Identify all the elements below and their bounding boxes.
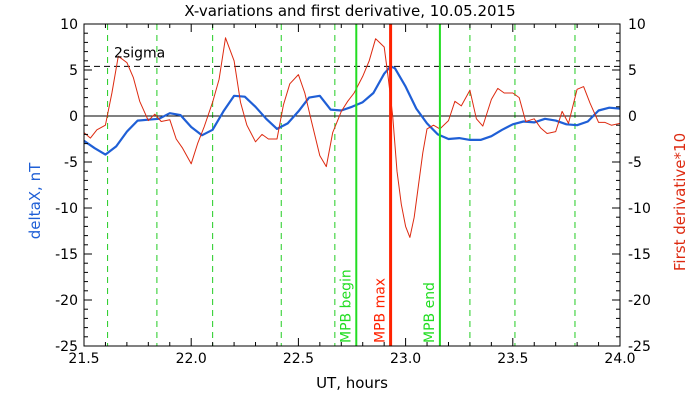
mpb-max-label: MPB max	[373, 278, 389, 343]
y-tick-label-right-7: -25	[628, 339, 651, 355]
x-tick-label-2: 22.5	[283, 351, 314, 367]
mpb-markers: MPB begin MPB max MPB end	[338, 24, 441, 346]
y-tick-label-left-0: 10	[60, 17, 78, 33]
horizontal-reference-lines	[84, 65, 620, 117]
y-tick-label-right-1: 5	[628, 63, 637, 79]
y-axis-label-left: deltaX, nT	[26, 162, 44, 239]
sigma-label: 2sigma	[114, 45, 165, 61]
mpb-end-label: MPB end	[422, 282, 438, 343]
y-tick-label-right-2: 0	[628, 109, 637, 125]
y-tick-label-right-4: -10	[628, 201, 651, 217]
vertical-dashed-lines	[107, 24, 576, 346]
tick-labels: 21.5 22.0 22.5 23.0 23.5 24.0 10 5 0 -5 -10 -15 -20 -…	[55, 17, 651, 367]
derivative-series-line	[83, 37, 621, 238]
chart-title: X-variations and first derivative, 10.05…	[184, 2, 515, 20]
x-tick-label-4: 23.5	[497, 351, 528, 367]
plot-frame	[83, 23, 621, 347]
y-tick-label-right-3: -5	[628, 155, 642, 171]
y-tick-label-left-6: -20	[55, 293, 78, 309]
x-tick-label-0: 21.5	[68, 351, 99, 367]
x-tick-label-1: 22.0	[176, 351, 207, 367]
y-axis-label-right: First derivative*10	[671, 133, 689, 271]
y-tick-label-right-5: -15	[628, 247, 651, 263]
mpb-begin-label: MPB begin	[338, 269, 354, 343]
series-lines	[83, 37, 621, 238]
y-tick-label-right-0: 10	[628, 17, 646, 33]
y-tick-label-left-5: -15	[55, 247, 78, 263]
y-tick-label-left-3: -5	[64, 155, 78, 171]
deltax-series-line	[83, 65, 621, 156]
x-tick-label-5: 24.0	[604, 351, 635, 367]
x-axis-label: UT, hours	[316, 374, 388, 392]
y-tick-label-left-4: -10	[55, 201, 78, 217]
x-tick-label-3: 23.0	[390, 351, 421, 367]
y-tick-label-right-6: -20	[628, 293, 651, 309]
y-tick-label-left-2: 0	[69, 109, 78, 125]
y-tick-label-left-1: 5	[69, 63, 78, 79]
y-tick-label-left-7: -25	[55, 339, 78, 355]
